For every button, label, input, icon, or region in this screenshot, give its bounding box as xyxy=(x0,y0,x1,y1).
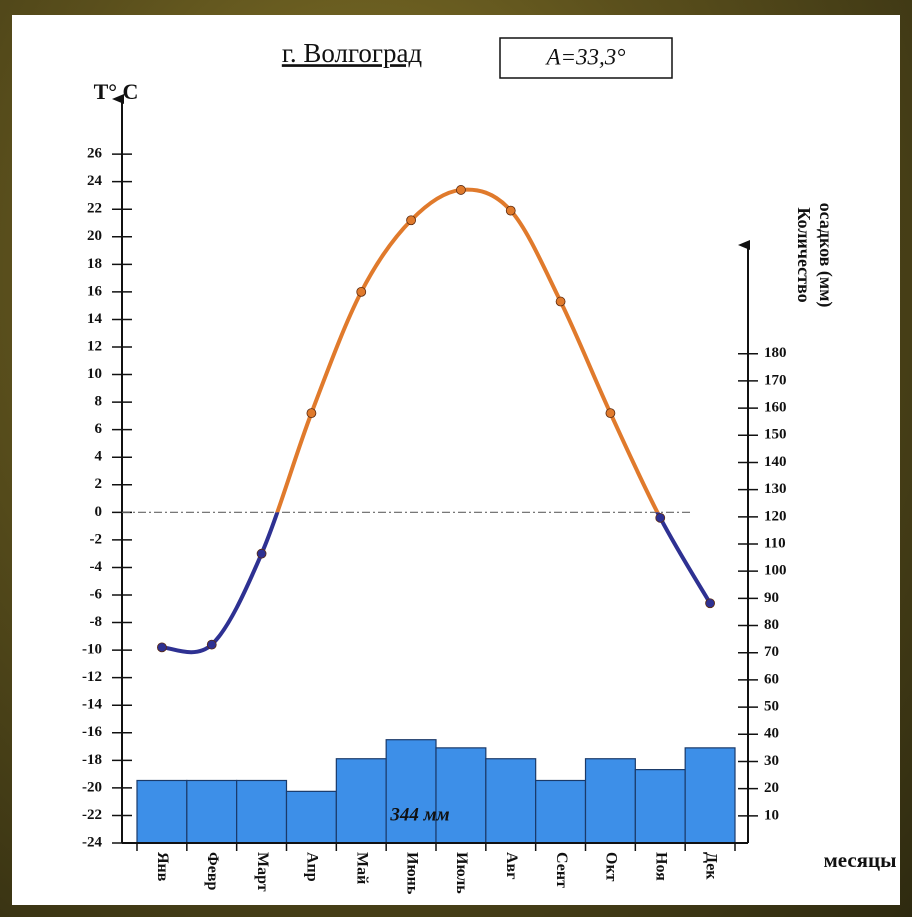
y2-tick-label: 80 xyxy=(764,617,779,633)
y2-tick-label: 120 xyxy=(764,508,787,524)
y-tick-label: 10 xyxy=(87,366,102,382)
y-tick-label: -14 xyxy=(82,697,102,713)
precipitation-bar xyxy=(634,769,686,844)
annotation-box: A=33,3° xyxy=(544,44,625,69)
x-tick-label: Апр xyxy=(304,852,321,882)
y2-tick-label: 50 xyxy=(764,699,779,715)
temperature-point xyxy=(157,642,167,653)
x-tick-label: Ноя xyxy=(653,852,670,881)
y-tick-label: 8 xyxy=(95,394,103,410)
precipitation-bar xyxy=(435,747,487,844)
x-tick-label: Май xyxy=(354,852,371,884)
temperature-point xyxy=(306,408,317,419)
precipitation-bar xyxy=(535,779,587,844)
y-tick-label: 24 xyxy=(87,173,103,189)
y-tick-label: 2 xyxy=(95,476,103,492)
temperature-point xyxy=(705,598,715,609)
y-tick-label: -12 xyxy=(82,669,102,685)
precipitation-bar xyxy=(584,758,636,844)
x-tick-label: Янв xyxy=(154,852,171,882)
y2-tick-label: 160 xyxy=(764,400,787,416)
y2-tick-label: 60 xyxy=(764,671,779,687)
y2-tick-label: 180 xyxy=(764,345,787,361)
y2-tick-label: 170 xyxy=(764,372,787,388)
precipitation-bar xyxy=(186,779,238,844)
y-tick-label: -8 xyxy=(90,614,103,630)
y2-tick-label: 150 xyxy=(764,427,787,443)
y2-tick-label: 130 xyxy=(764,481,787,497)
x-tick-label: Дек xyxy=(702,852,719,880)
y-tick-label: -16 xyxy=(82,724,102,740)
total-label: 344 мм xyxy=(389,804,449,825)
x-tick-label: Сент xyxy=(553,852,570,888)
precipitation-bar xyxy=(136,779,188,844)
y2-tick-label: 70 xyxy=(764,644,779,660)
y-tick-label: 16 xyxy=(87,283,103,299)
temperature-line-above xyxy=(275,187,660,513)
y-tick-label: -20 xyxy=(82,779,102,795)
precipitation-bar xyxy=(335,758,387,844)
plot: Количество осадков (мм)344 мм-24-22-20-18… xyxy=(82,94,836,895)
x-tick-label: Авг xyxy=(503,852,520,879)
temperature-point xyxy=(655,512,666,523)
precipitation-bar xyxy=(485,758,537,844)
precipitation-bar xyxy=(385,739,437,844)
y2-tick-label: 140 xyxy=(764,454,787,470)
temperature-point xyxy=(356,286,367,297)
y2-tick-label: 110 xyxy=(764,535,786,551)
temperature-point xyxy=(456,185,466,195)
y-tick-label: 22 xyxy=(87,201,102,217)
temperature-point xyxy=(555,296,566,307)
y-tick-label: -24 xyxy=(82,834,102,850)
annotation-frame xyxy=(499,37,673,79)
temperature-point xyxy=(605,408,616,419)
y-tick-label: 26 xyxy=(87,146,103,162)
y2-tick-label: 90 xyxy=(764,590,779,606)
x-tick-label: Февр xyxy=(204,852,221,890)
y-tick-label: -2 xyxy=(90,531,103,547)
y2-tick-label: 100 xyxy=(764,563,787,579)
y2-tick-label: 20 xyxy=(764,780,779,796)
precipitation-bar xyxy=(285,790,337,844)
chart-title: г. Волгоград xyxy=(282,38,423,68)
y2-tick-label: 30 xyxy=(764,753,779,769)
y-tick-label: 4 xyxy=(95,449,103,465)
y2-tick-label: 40 xyxy=(764,726,779,742)
x-tick-label: Окт xyxy=(603,852,620,882)
y2-tick-label: 10 xyxy=(764,807,779,823)
temperature-point xyxy=(256,548,267,559)
y-tick-label: -18 xyxy=(82,752,102,768)
x-tick-label: Март xyxy=(254,852,271,892)
y-tick-label: -22 xyxy=(82,807,102,823)
y-axis-label: T° C xyxy=(94,79,139,104)
y-tick-label: -10 xyxy=(82,642,102,658)
temperature-point xyxy=(505,205,516,216)
y-tick-label: 0 xyxy=(95,504,103,520)
temperature-point xyxy=(206,639,217,650)
y2-axis-label: Количество xyxy=(794,207,814,302)
x-tick-label: Июнь xyxy=(403,852,420,895)
y-tick-label: -6 xyxy=(90,586,103,602)
x-axis-label: месяцы xyxy=(823,848,896,872)
y-tick-label: 14 xyxy=(87,311,103,327)
precipitation-bar xyxy=(236,779,288,844)
y-tick-label: 12 xyxy=(87,338,102,354)
precipitation-bar xyxy=(684,747,736,844)
y-tick-label: 6 xyxy=(95,421,103,437)
y-tick-label: 18 xyxy=(87,256,102,272)
y-tick-label: -4 xyxy=(90,559,103,575)
temperature-point xyxy=(406,215,416,226)
y2-axis-label: осадков (мм) xyxy=(815,203,836,308)
x-tick-label: Июль xyxy=(453,852,470,894)
y-tick-label: 20 xyxy=(87,228,102,244)
